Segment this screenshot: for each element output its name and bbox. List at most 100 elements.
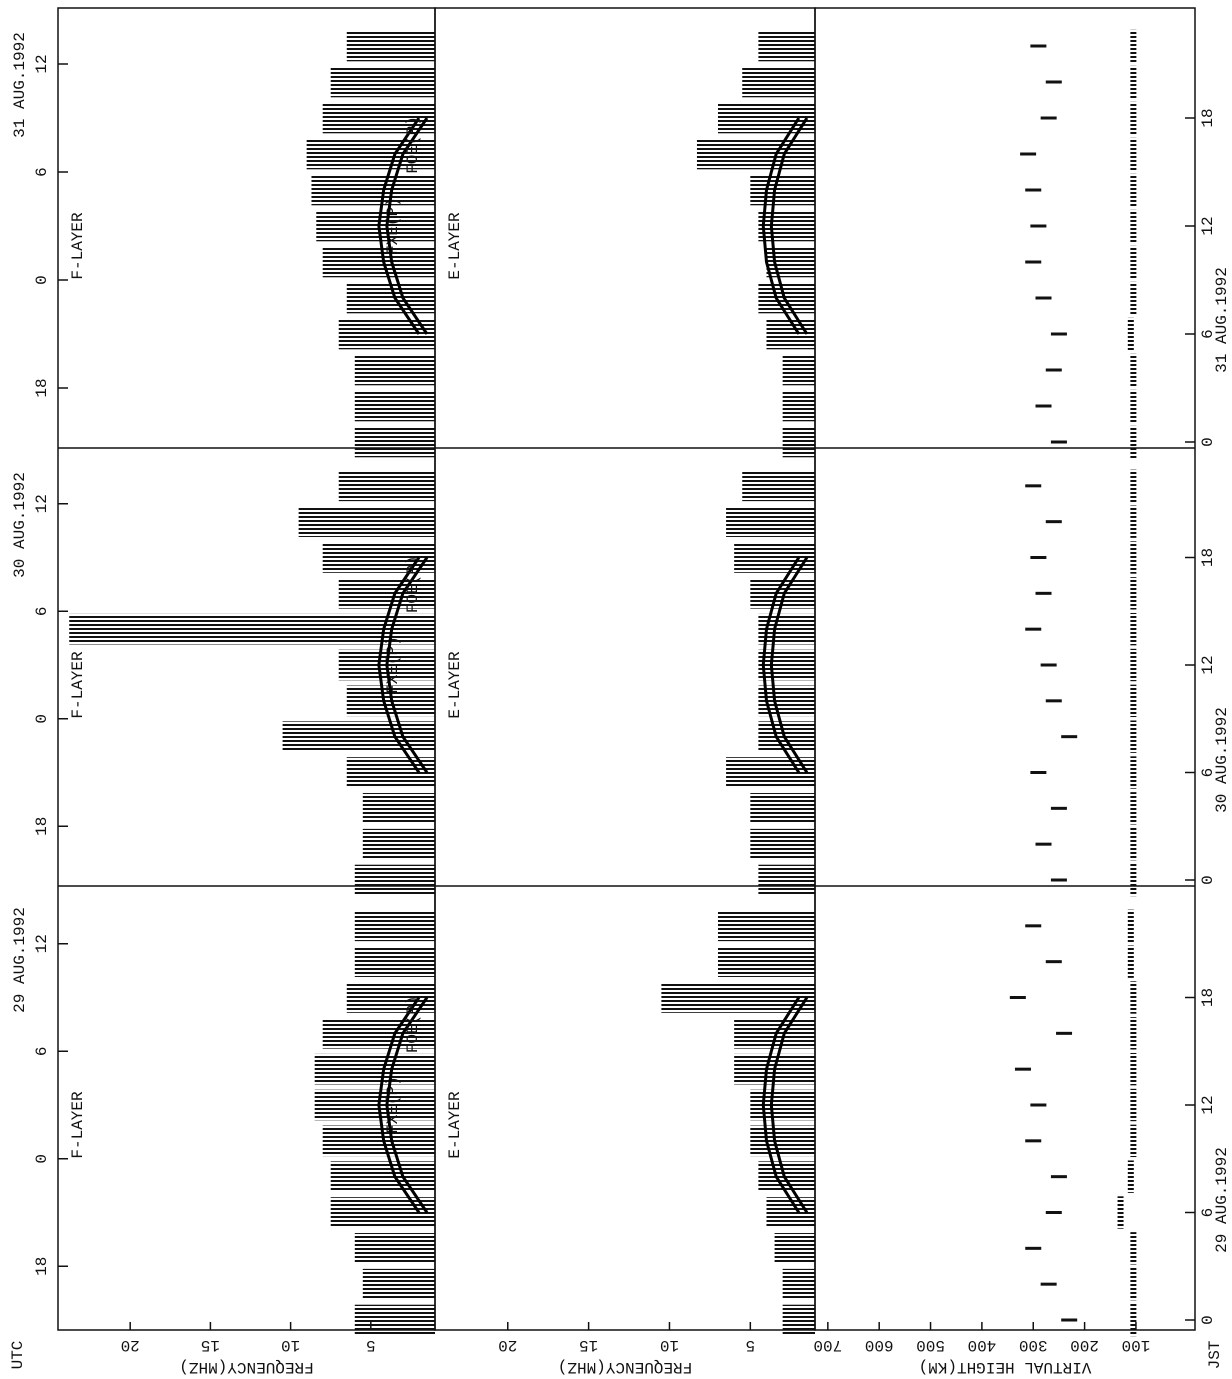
e-height-trace xyxy=(1130,1088,1137,1122)
e-height-trace xyxy=(1130,1017,1137,1050)
e-height-trace xyxy=(1127,1160,1134,1193)
trace-bar xyxy=(758,282,815,314)
trace-bar xyxy=(316,210,435,242)
e-height-trace xyxy=(1130,684,1137,718)
e-height-trace xyxy=(1130,648,1137,682)
height-trace xyxy=(1035,404,1052,408)
day-label: 31 AUG.1992 xyxy=(11,32,29,138)
jst-label: JST xyxy=(1206,1341,1224,1370)
trace-bar xyxy=(322,102,435,134)
trace-bar xyxy=(774,1233,815,1264)
trace-bar xyxy=(338,578,435,609)
e-height-trace xyxy=(1130,981,1137,1014)
trace-bar xyxy=(750,174,815,206)
trace-bar xyxy=(758,30,815,62)
trace-bar xyxy=(717,910,815,942)
utc-tick-label: 0 xyxy=(33,1154,51,1164)
e-height-trace xyxy=(1130,612,1137,646)
e-height-trace xyxy=(1130,1124,1137,1158)
x-tick-label: 20 xyxy=(498,1336,517,1354)
e-height-trace xyxy=(1130,101,1137,135)
trace-bar xyxy=(311,174,435,206)
jst-tick-label: 18 xyxy=(1199,108,1217,127)
utc-tick-label: 6 xyxy=(33,167,51,177)
x-tick-label: 20 xyxy=(121,1336,140,1354)
e-height-trace xyxy=(1130,756,1137,789)
height-trace xyxy=(1050,878,1067,882)
layer-label: E-LAYER xyxy=(446,212,464,280)
x-tick-label: 400 xyxy=(967,1336,996,1354)
jst-tick-label: 6 xyxy=(1199,1208,1217,1218)
layer-label: E-LAYER xyxy=(446,1091,464,1159)
x-tick-label: 5 xyxy=(746,1336,756,1354)
predicted-curve xyxy=(761,556,801,774)
e-height-trace xyxy=(1130,389,1137,423)
trace-bar xyxy=(782,1304,815,1336)
e-height-trace xyxy=(1130,1267,1137,1301)
jst-tick-label: 18 xyxy=(1199,988,1217,1007)
e-height-trace xyxy=(1130,137,1137,171)
height-trace xyxy=(1040,663,1057,667)
trace-bar xyxy=(750,828,815,860)
trace-bar xyxy=(322,246,435,278)
e-height-trace xyxy=(1130,1052,1137,1086)
trace-bar xyxy=(354,354,435,386)
height-trace xyxy=(1056,1031,1073,1035)
x-tick-label: 200 xyxy=(1070,1336,1099,1354)
day-label: 30 AUG.1992 xyxy=(11,472,29,578)
layer-label: E-LAYER xyxy=(446,651,464,719)
trace-bar xyxy=(661,982,815,1013)
e-height-trace xyxy=(1130,281,1137,315)
utc-tick-label: 18 xyxy=(33,817,51,836)
x-tick-label: 100 xyxy=(1122,1336,1151,1354)
curve-label: FOE(P) xyxy=(404,116,422,174)
height-trace xyxy=(1035,591,1052,595)
day-label: 29 AUG.1992 xyxy=(11,907,29,1013)
height-trace xyxy=(1045,368,1062,372)
trace-bar xyxy=(354,390,435,422)
jst-tick-label: 12 xyxy=(1199,655,1217,674)
e-height-trace xyxy=(1130,353,1137,387)
trace-bar xyxy=(314,1053,435,1085)
x-tick-label: 600 xyxy=(865,1336,894,1354)
height-trace xyxy=(1050,440,1067,444)
trace-bar xyxy=(362,1268,435,1300)
predicted-curve xyxy=(761,117,801,335)
trace-bar xyxy=(696,138,815,170)
trace-bar xyxy=(362,793,435,824)
trace-bar xyxy=(330,1161,435,1192)
utc-tick-label: 18 xyxy=(33,1257,51,1276)
trace-bar xyxy=(282,721,435,752)
curve-label: FOE(P) xyxy=(404,996,422,1054)
height-trace xyxy=(1050,806,1067,810)
utc-tick-label: 12 xyxy=(33,494,51,513)
height-trace xyxy=(1030,224,1047,228)
height-trace xyxy=(1035,842,1052,846)
predicted-curve xyxy=(377,117,421,335)
e-height-trace xyxy=(1130,29,1137,63)
trace-bar xyxy=(758,649,815,681)
utc-tick-label: 0 xyxy=(33,275,51,285)
trace-bar xyxy=(726,506,815,537)
height-trace xyxy=(1061,735,1078,739)
e-height-trace xyxy=(1130,541,1137,574)
e-height-trace xyxy=(1130,425,1137,459)
e-height-trace xyxy=(1127,945,1134,978)
height-trace xyxy=(1045,699,1062,703)
e-height-trace xyxy=(1130,827,1137,861)
utc-tick-label: 6 xyxy=(33,606,51,616)
e-height-trace xyxy=(1130,65,1137,99)
x-tick-label: 700 xyxy=(813,1336,842,1354)
predicted-curve xyxy=(761,996,801,1214)
trace-bar xyxy=(322,542,435,573)
trace-bar xyxy=(758,210,815,242)
height-trace xyxy=(1030,771,1047,774)
trace-bar xyxy=(354,864,435,896)
trace-bar xyxy=(338,470,435,502)
trace-bar xyxy=(314,1089,435,1121)
trace-bar xyxy=(330,66,435,98)
trace-bar xyxy=(354,426,435,458)
utc-tick-label: 18 xyxy=(33,378,51,397)
height-trace xyxy=(1045,1211,1062,1214)
x-axis-title: FREQUENCY(MHZ) xyxy=(558,1358,692,1376)
